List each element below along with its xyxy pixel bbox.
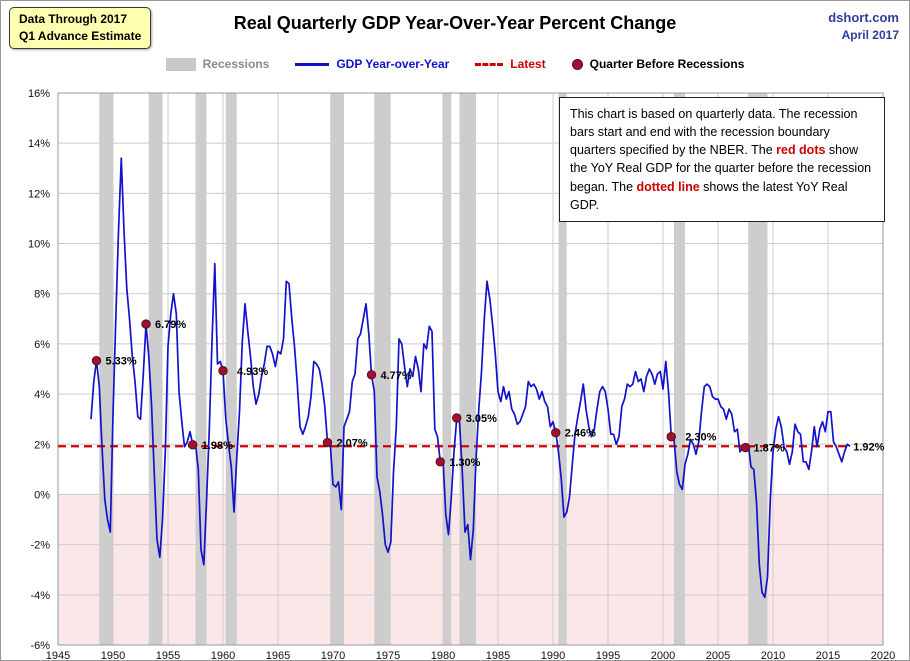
dashed-line-swatch-icon (475, 62, 504, 66)
badge-line2: Q1 Advance Estimate (19, 28, 142, 43)
pre-recession-dot (91, 356, 102, 366)
dot-swatch-icon (571, 58, 583, 70)
legend-label-gdp-line: GDP Year-over-Year (336, 57, 450, 71)
x-axis-tick-label: 1985 (486, 650, 510, 661)
pre-recession-dot-label: 4.93% (237, 366, 268, 378)
legend: Recessions GDP Year-over-Year Latest Qua… (1, 57, 909, 71)
pre-recession-dot-label: 1.98% (202, 440, 233, 452)
recession-bar (374, 93, 391, 645)
y-axis-tick-label: 8% (34, 289, 50, 301)
legend-item-gdp-line: GDP Year-over-Year (295, 57, 449, 71)
x-axis-tick-label: 1995 (596, 650, 620, 661)
y-axis-tick-label: 10% (28, 239, 50, 251)
gdp-yoy-line (90, 157, 851, 599)
x-axis-tick-label: 1990 (541, 650, 565, 661)
pre-recession-dot-label: 2.07% (337, 438, 368, 450)
pre-recession-dot-label: 2.46% (565, 428, 596, 440)
pre-recession-dot (366, 370, 377, 380)
page-title: Real Quarterly GDP Year-Over-Year Percen… (233, 13, 677, 33)
badge-line1: Data Through 2017 (19, 12, 128, 26)
annotation-segment: This chart is based on quarterly data. T… (570, 107, 858, 158)
legend-label-pre-recession: Quarter Before Recessions (589, 57, 745, 71)
x-axis-tick-label: 1980 (431, 650, 455, 661)
x-axis-tick-label: 1960 (211, 650, 235, 661)
y-axis-tick-label: 0% (34, 489, 50, 501)
pre-recession-dot-label: 1.87% (754, 443, 785, 455)
recession-bar (674, 93, 685, 645)
pre-recession-dot-label: 2.30% (685, 432, 716, 444)
pre-recession-dot-label: 4.77% (381, 370, 412, 382)
data-through-badge: Data Through 2017 Q1 Advance Estimate (9, 7, 152, 49)
pre-recession-dot (322, 437, 333, 448)
y-axis-tick-label: -4% (30, 590, 50, 602)
recession-bar (225, 93, 237, 645)
pre-recession-dot-label: 1.30% (449, 457, 480, 469)
annotation-box: This chart is based on quarterly data. T… (559, 97, 885, 222)
recession-bar (195, 93, 207, 645)
x-axis-tick-label: 2010 (761, 650, 785, 661)
y-axis-tick-label: 12% (28, 188, 50, 200)
x-axis-tick-label: 2015 (816, 650, 840, 661)
x-axis-tick-label: 1955 (156, 650, 180, 661)
x-axis-tick-label: 1950 (101, 650, 125, 661)
pre-recession-dot (218, 366, 228, 376)
pre-recession-dot (188, 440, 198, 450)
source-credit: dshort.com April 2017 (828, 9, 899, 43)
recession-swatch-icon (165, 57, 196, 71)
recession-bar (148, 93, 163, 645)
pre-recession-dot (435, 457, 445, 467)
x-axis-tick-label: 1975 (376, 650, 400, 661)
x-axis-tick-label: 1965 (266, 650, 290, 661)
legend-item-pre-recession: Quarter Before Recessions (571, 57, 745, 71)
y-axis-tick-label: 2% (34, 439, 50, 451)
y-axis-tick-label: -2% (30, 540, 50, 552)
y-axis-tick-label: 14% (28, 138, 50, 150)
y-axis-tick-label: 6% (34, 339, 50, 351)
pre-recession-dot-label: 3.05% (466, 413, 497, 425)
x-axis-tick-label: 2000 (651, 650, 675, 661)
legend-item-latest: Latest (475, 57, 546, 71)
pre-recession-dot-label: 5.33% (106, 356, 137, 368)
x-axis-tick-label: 1945 (46, 650, 70, 661)
recession-bar (443, 93, 452, 645)
pre-recession-dot-label: 6.79% (155, 319, 186, 331)
recession-bar (459, 93, 476, 645)
legend-item-recessions: Recessions (165, 57, 270, 71)
pre-recession-dot (452, 413, 462, 423)
pre-recession-dot (551, 428, 561, 438)
recession-bar (99, 93, 113, 645)
latest-value-label: 1.92% (853, 441, 884, 453)
x-axis-tick-label: 2005 (706, 650, 730, 661)
annotation-highlight: red dots (776, 143, 826, 158)
y-axis-tick-label: -6% (30, 640, 50, 652)
pre-recession-dot (666, 432, 676, 442)
recession-bar (330, 93, 344, 645)
legend-label-latest: Latest (510, 57, 546, 71)
pre-recession-dot (141, 319, 151, 329)
source-site: dshort.com (828, 10, 899, 25)
annotation-highlight: dotted line (636, 179, 700, 194)
annotation-segment: show the YoY Real GDP for the quarter be… (570, 143, 872, 194)
pre-recession-dot (740, 442, 751, 453)
line-swatch-icon (295, 62, 330, 66)
plot-frame (57, 92, 884, 646)
x-axis-tick-label: 1970 (321, 650, 345, 661)
x-axis-tick-label: 2020 (871, 650, 895, 661)
annotation-text: This chart is based on quarterly data. T… (570, 107, 871, 212)
annotation-segment: shows the latest YoY Real GDP. (570, 179, 848, 212)
legend-label-recessions: Recessions (202, 57, 270, 71)
source-date: April 2017 (841, 27, 899, 42)
recession-bar (558, 93, 567, 645)
recession-bar (748, 93, 768, 645)
y-axis-tick-label: 16% (28, 88, 50, 100)
y-axis-tick-label: 4% (34, 389, 50, 401)
